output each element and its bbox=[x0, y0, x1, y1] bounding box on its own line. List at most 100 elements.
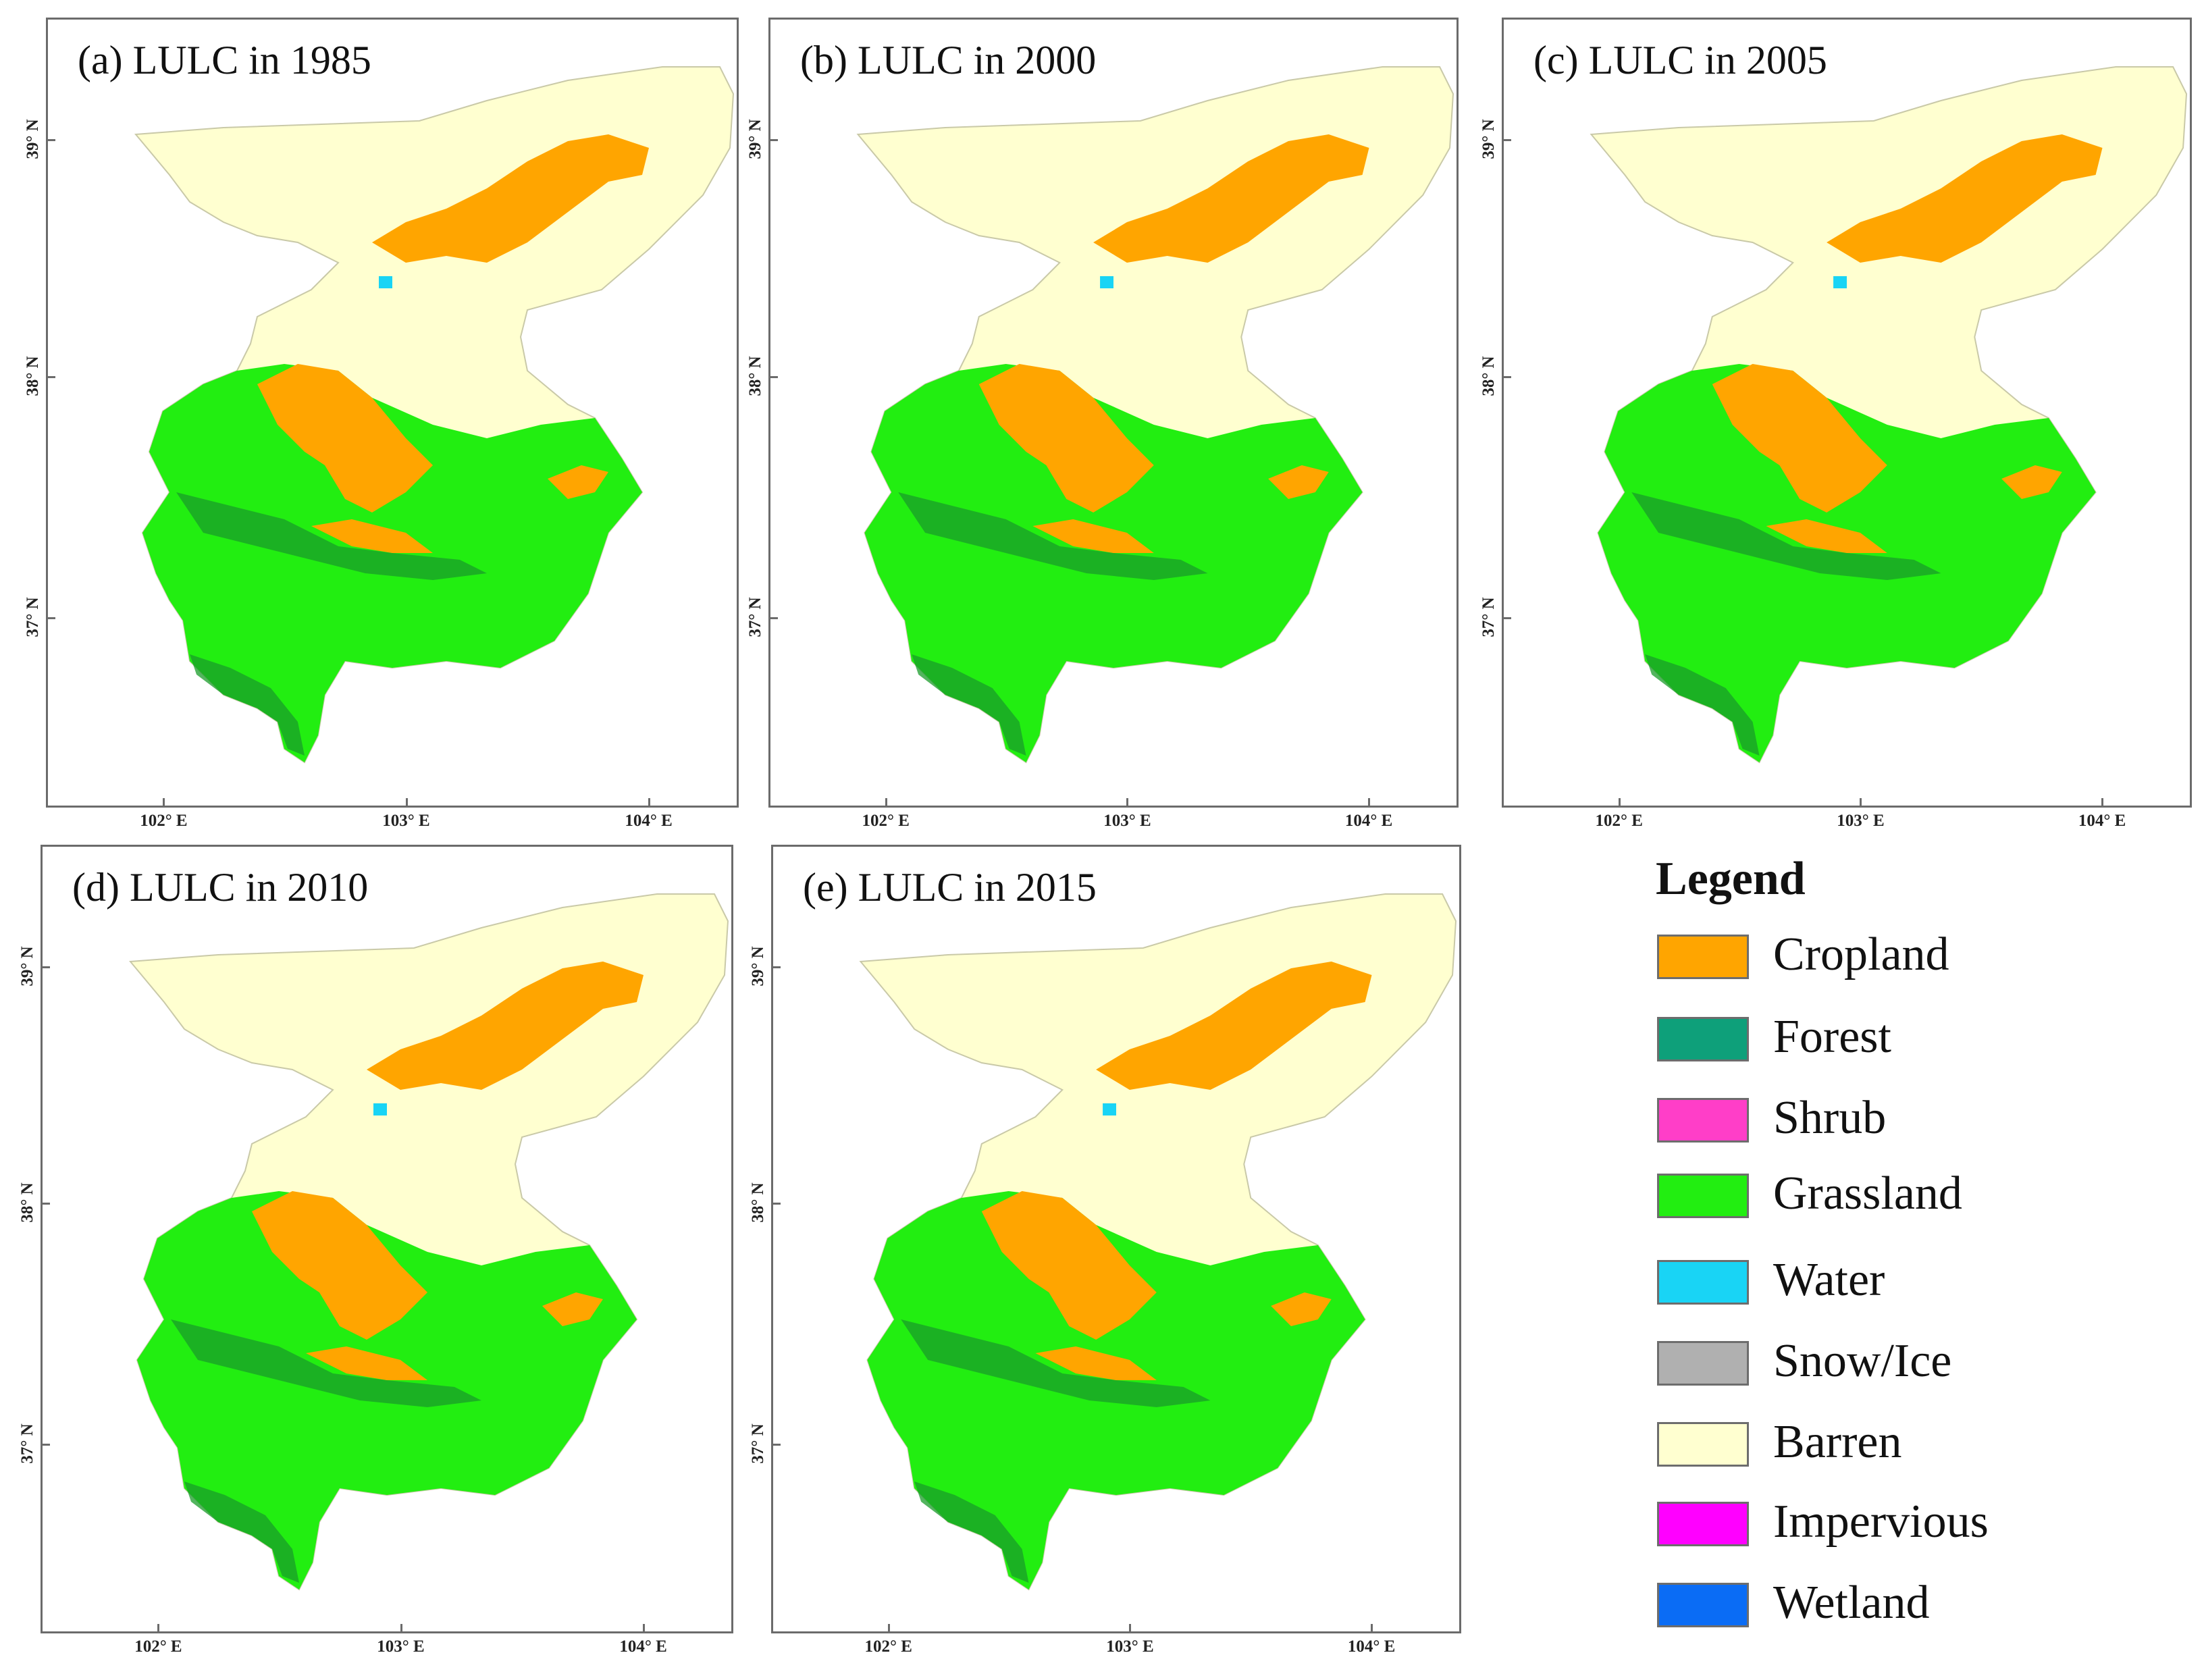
water-body bbox=[379, 276, 392, 288]
panel-title: (a) LULC in 1985 bbox=[78, 38, 371, 82]
cropland-region bbox=[257, 364, 433, 513]
map-panel-b: (b) LULC in 2000 102° E 103° E 104° E 39° N… bbox=[746, 0, 1471, 831]
legend-label: Water bbox=[1773, 1254, 1885, 1306]
x-tick-label: 104° E bbox=[625, 812, 673, 830]
y-tick-label: 38° N bbox=[749, 1182, 767, 1224]
legend-swatch bbox=[1657, 1098, 1749, 1143]
map-panel-d: (d) LULC in 2010 102° E 103° E 104° E 39° N… bbox=[18, 827, 743, 1658]
y-tick-mark bbox=[41, 1443, 50, 1446]
legend-swatch bbox=[1657, 935, 1749, 979]
cropland-region bbox=[1271, 1292, 1332, 1326]
y-tick-label: 39° N bbox=[1479, 119, 1498, 159]
legend-item-water: Water bbox=[1648, 1254, 2147, 1311]
legend-item-barren: Barren bbox=[1648, 1416, 2147, 1473]
legend-item-forest: Forest bbox=[1648, 1011, 2147, 1068]
y-tick-label: 38° N bbox=[24, 356, 42, 396]
y-tick-mark bbox=[768, 376, 778, 379]
y-tick-mark bbox=[771, 1203, 781, 1205]
lulc-map bbox=[859, 893, 1457, 1591]
water-body bbox=[1100, 276, 1113, 288]
cropland-region bbox=[1268, 465, 1329, 499]
map-layer-group bbox=[856, 66, 1454, 764]
y-tick-label: 38° N bbox=[746, 356, 764, 396]
x-tick-label: 103° E bbox=[1837, 812, 1885, 830]
lulc-map bbox=[134, 66, 735, 764]
map-frame: (b) LULC in 2000 bbox=[768, 18, 1459, 808]
y-tick-mark bbox=[771, 1443, 781, 1446]
legend-swatch bbox=[1657, 1422, 1749, 1467]
cropland-region bbox=[978, 364, 1154, 513]
cropland-region bbox=[1032, 519, 1154, 553]
legend-item-grassland: Grassland bbox=[1648, 1167, 2147, 1225]
forest-region bbox=[901, 1319, 1211, 1583]
x-tick-label: 104° E bbox=[2078, 812, 2126, 830]
map-panel-a: (a) LULC in 1985 102° E 103° E 104° E 39° N… bbox=[24, 0, 743, 831]
x-tick-label: 102° E bbox=[134, 1637, 182, 1656]
x-tick-label: 103° E bbox=[382, 812, 430, 830]
legend-label: Impervious bbox=[1773, 1496, 1989, 1548]
y-tick-mark bbox=[41, 1203, 50, 1205]
x-tick-mark bbox=[1371, 1624, 1373, 1633]
legend-label: Shrub bbox=[1773, 1092, 1887, 1144]
x-tick-mark bbox=[1126, 798, 1129, 808]
cropland-region bbox=[1035, 1346, 1157, 1380]
map-frame: (d) LULC in 2010 bbox=[41, 845, 733, 1633]
cropland-region bbox=[1093, 134, 1369, 263]
x-tick-label: 104° E bbox=[619, 1637, 667, 1656]
water-body bbox=[1103, 1103, 1116, 1115]
map-frame: (e) LULC in 2015 bbox=[771, 845, 1461, 1633]
x-tick-mark bbox=[1618, 798, 1621, 808]
legend-label: Forest bbox=[1773, 1011, 1891, 1063]
legend: Legend Cropland Forest Shrub Grassland W… bbox=[1648, 852, 2161, 1649]
legend-swatch bbox=[1657, 1174, 1749, 1218]
y-tick-mark bbox=[768, 139, 778, 142]
map-frame: (c) LULC in 2005 bbox=[1502, 18, 2192, 808]
legend-label: Snow/Ice bbox=[1773, 1335, 1952, 1387]
map-layer-group bbox=[859, 893, 1457, 1591]
panel-title: (e) LULC in 2015 bbox=[803, 865, 1097, 910]
legend-label: Cropland bbox=[1773, 928, 1949, 980]
forest-region bbox=[1631, 492, 1941, 756]
x-tick-mark bbox=[405, 798, 408, 808]
legend-item-wetland: Wetland bbox=[1648, 1577, 2147, 1634]
x-tick-mark bbox=[1368, 798, 1371, 808]
map-layer-group bbox=[1590, 66, 2188, 764]
x-tick-label: 103° E bbox=[377, 1637, 425, 1656]
y-tick-mark bbox=[46, 617, 55, 620]
y-tick-label: 37° N bbox=[18, 1423, 36, 1464]
legend-item-cropland: Cropland bbox=[1648, 928, 2147, 986]
cropland-region bbox=[311, 519, 433, 553]
x-tick-label: 103° E bbox=[1106, 1637, 1154, 1656]
legend-item-shrub: Shrub bbox=[1648, 1092, 2147, 1149]
x-tick-label: 103° E bbox=[1103, 812, 1151, 830]
map-panel-e: (e) LULC in 2015 102° E 103° E 104° E 39° N… bbox=[749, 827, 1471, 1658]
y-tick-mark bbox=[771, 966, 781, 969]
water-body bbox=[373, 1103, 387, 1115]
legend-item-snow-ice: Snow/Ice bbox=[1648, 1335, 2147, 1392]
x-tick-label: 102° E bbox=[1595, 812, 1643, 830]
cropland-region bbox=[1827, 134, 2103, 263]
y-tick-label: 38° N bbox=[1479, 356, 1498, 396]
map-frame: (a) LULC in 1985 bbox=[46, 18, 739, 808]
map-panel-c: (c) LULC in 2005 102° E 103° E 104° E 39° N… bbox=[1479, 0, 2201, 831]
y-tick-label: 37° N bbox=[1479, 597, 1498, 637]
y-tick-label: 37° N bbox=[749, 1423, 767, 1464]
x-tick-label: 104° E bbox=[1344, 812, 1393, 830]
y-tick-mark bbox=[46, 376, 55, 379]
y-tick-label: 37° N bbox=[24, 597, 42, 637]
lulc-map bbox=[128, 893, 729, 1591]
legend-swatch bbox=[1657, 1260, 1749, 1305]
cropland-region bbox=[548, 465, 608, 499]
y-tick-label: 38° N bbox=[18, 1182, 36, 1224]
forest-region bbox=[898, 492, 1208, 756]
y-tick-label: 39° N bbox=[24, 119, 42, 159]
cropland-region bbox=[306, 1346, 427, 1380]
panel-title: (c) LULC in 2005 bbox=[1533, 38, 1827, 82]
legend-label: Barren bbox=[1773, 1416, 1902, 1468]
x-tick-label: 102° E bbox=[864, 1637, 912, 1656]
y-tick-label: 39° N bbox=[746, 119, 764, 159]
legend-item-impervious: Impervious bbox=[1648, 1496, 2147, 1553]
cropland-region bbox=[2001, 465, 2062, 499]
cropland-region bbox=[981, 1191, 1157, 1340]
x-tick-label: 102° E bbox=[862, 812, 910, 830]
